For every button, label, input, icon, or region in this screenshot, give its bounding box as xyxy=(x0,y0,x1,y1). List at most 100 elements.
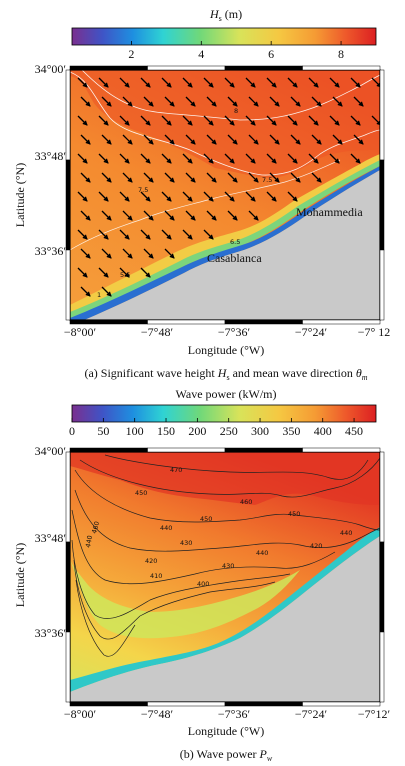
wave-direction-arrow xyxy=(164,134,175,145)
wave-direction-arrow xyxy=(77,267,88,278)
map-a-y-tick-label: 34°00′ xyxy=(35,62,67,76)
wave-direction-arrow xyxy=(122,134,133,145)
x-ticks-b: −8°00′ −7°48′ −7°36′ −7°24′ −7°12′ xyxy=(64,707,391,721)
wave-direction-arrow xyxy=(287,153,298,164)
wave-direction-arrow xyxy=(353,134,364,145)
wave-direction-arrow xyxy=(248,96,259,107)
wave-direction-arrow xyxy=(164,96,175,107)
map-b-frame-right-segment xyxy=(379,541,385,633)
contour-a-label-8: 8 xyxy=(234,107,238,115)
map-b-frame-right-segment xyxy=(379,631,385,703)
wave-direction-arrow xyxy=(203,153,214,164)
map-b-frame-top-segment xyxy=(147,447,226,453)
contour-b-label-440-right: 440 xyxy=(340,529,352,537)
wave-direction-arrow xyxy=(248,134,259,145)
wave-direction-arrow xyxy=(161,115,172,126)
wave-direction-arrow xyxy=(206,96,217,107)
wave-direction-arrow xyxy=(227,210,238,221)
wave-direction-arrow xyxy=(98,267,109,278)
wave-direction-arrow xyxy=(308,77,319,88)
wave-direction-arrow xyxy=(224,191,235,202)
wave-direction-arrow xyxy=(119,115,130,126)
land-b xyxy=(70,536,380,702)
map-b-frame-ticks xyxy=(65,447,385,707)
wave-direction-arrow xyxy=(311,96,322,107)
contour-a-label-7.5-left: 7.5 xyxy=(138,186,148,194)
wave-direction-arrow xyxy=(329,115,340,126)
wave-direction-arrow xyxy=(203,229,214,240)
wave-direction-arrow xyxy=(101,248,112,259)
nearshore-band-green xyxy=(70,160,380,320)
map-b-frame-top-segment xyxy=(224,447,303,453)
wave-direction-arrow xyxy=(206,210,217,221)
wave-direction-arrow xyxy=(140,153,151,164)
wave-direction-arrow xyxy=(140,191,151,202)
map-b-x-tick-label: −7°24′ xyxy=(295,707,328,721)
wave-direction-arrow xyxy=(206,134,217,145)
contour-b-label-450-right: 450 xyxy=(288,510,300,518)
wave-direction-arrow xyxy=(203,115,214,126)
colorbar-a-tick-label: 4 xyxy=(198,47,204,61)
wave-direction-arrow xyxy=(119,267,130,278)
y-ticks-b: 34°00′ 33°48′ 33°36′ xyxy=(35,444,67,640)
wave-direction-arrow xyxy=(98,229,109,240)
wave-direction-arrow xyxy=(80,96,91,107)
map-b-frame-top-segment xyxy=(302,447,381,453)
wave-direction-arrow xyxy=(287,77,298,88)
x-axis-label-b: Longitude (°W) xyxy=(188,724,264,738)
wave-direction-arrow xyxy=(119,229,130,240)
contour-b-label-420-mid: 420 xyxy=(145,557,157,565)
wave-direction-arrow xyxy=(290,172,301,183)
wave-direction-arrow xyxy=(203,191,214,202)
wave-direction-arrow xyxy=(143,172,154,183)
wave-direction-arrow xyxy=(101,96,112,107)
colorbar-b-title: Wave power (kW/m) xyxy=(176,387,277,401)
wave-direction-arrow xyxy=(245,153,256,164)
contour-b-label-440-mid: 440 xyxy=(256,549,268,557)
wave-direction-arrow xyxy=(287,115,298,126)
contour-b-label-430-mid: 430 xyxy=(180,539,192,547)
colorbar-b-tick-label: 0 xyxy=(69,424,75,438)
wave-direction-arrow xyxy=(77,229,88,240)
wave-direction-arrow xyxy=(290,96,301,107)
wave-direction-arrow xyxy=(182,191,193,202)
map-b-y-tick-label: 33°36′ xyxy=(35,626,67,640)
wave-direction-arrow xyxy=(101,134,112,145)
wave-direction-arrow xyxy=(269,134,280,145)
map-a-x-tick-label: −7° 12 xyxy=(358,325,391,339)
map-a-frame-bottom-segment xyxy=(69,319,148,325)
wave-direction-arrow xyxy=(311,172,322,183)
wave-direction-arrow xyxy=(266,153,277,164)
map-a-y-tick-label: 33°48′ xyxy=(35,149,67,163)
wave-direction-arrow xyxy=(80,172,91,183)
map-b-frame-left-segment xyxy=(65,631,71,703)
colorbar-a-tick-label: 6 xyxy=(268,47,274,61)
x-axis-label-a: Longitude (°W) xyxy=(188,343,264,357)
wave-direction-arrow xyxy=(98,115,109,126)
wave-direction-arrow xyxy=(203,77,214,88)
wave-direction-arrow xyxy=(308,153,319,164)
colorbar-b-tick-label: 150 xyxy=(157,424,175,438)
wave-direction-arrow xyxy=(350,77,361,88)
wave-direction-arrow xyxy=(185,210,196,221)
map-b-x-tick-label: −7°12′ xyxy=(358,707,391,721)
colorbar-b-tick-label: 400 xyxy=(314,424,332,438)
contour-a-label-7.5-right: 7.5 xyxy=(262,176,272,184)
map-a-frame-bottom-segment xyxy=(302,319,381,325)
wave-direction-arrow xyxy=(161,77,172,88)
wave-direction-arrow xyxy=(164,172,175,183)
colorbar-b-ticks: 0 50 100 150 200 250 300 350 400 450 xyxy=(69,418,363,438)
map-b-x-tick-label: −8°00′ xyxy=(64,707,97,721)
wave-direction-arrow xyxy=(122,172,133,183)
map-b-y-tick-label: 33°48′ xyxy=(35,531,67,545)
wave-direction-arrow xyxy=(206,172,217,183)
map-b-frame-bottom-segment xyxy=(147,701,226,707)
contour-b-label-460-top: 460 xyxy=(240,498,252,506)
colorbar-b-tick-label: 50 xyxy=(97,424,109,438)
high-wave-zone xyxy=(70,70,380,178)
wave-direction-arrow xyxy=(122,248,133,259)
wave-direction-arrow xyxy=(98,153,109,164)
wave-direction-arrow xyxy=(248,172,259,183)
wave-direction-arrow xyxy=(185,172,196,183)
